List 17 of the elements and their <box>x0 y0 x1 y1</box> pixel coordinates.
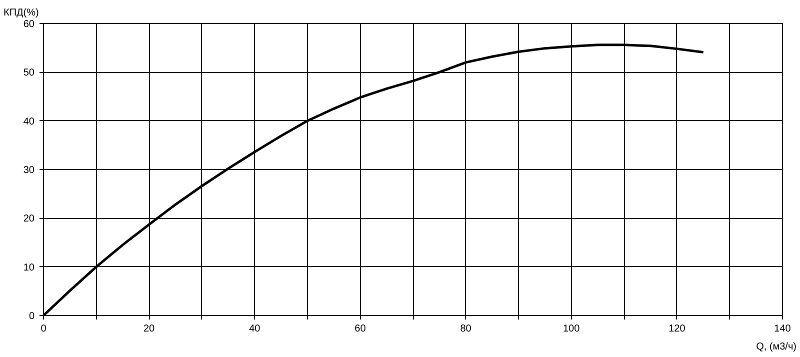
y-tick-label: 30 <box>23 165 35 176</box>
y-tick-label: 40 <box>23 116 35 128</box>
x-tick-label: 120 <box>668 324 686 334</box>
x-tick-label: 0 <box>40 324 47 334</box>
y-axis-title: КПД(%) <box>4 8 39 18</box>
y-tick-label: 10 <box>23 262 35 274</box>
x-tick-label: 100 <box>563 324 580 334</box>
y-tick-label: 50 <box>23 68 35 79</box>
y-tick-label: 20 <box>23 214 35 225</box>
x-tick-label: 60 <box>354 324 366 334</box>
y-tick-label: 60 <box>23 19 35 30</box>
y-tick-label: 0 <box>28 311 35 322</box>
x-tick-label: 20 <box>144 324 156 334</box>
x-axis-title: Q, (м3/ч) <box>756 342 796 352</box>
x-tick-label: 80 <box>460 324 472 334</box>
x-tick-label: 140 <box>774 324 792 334</box>
x-tick-label: 40 <box>249 324 261 334</box>
